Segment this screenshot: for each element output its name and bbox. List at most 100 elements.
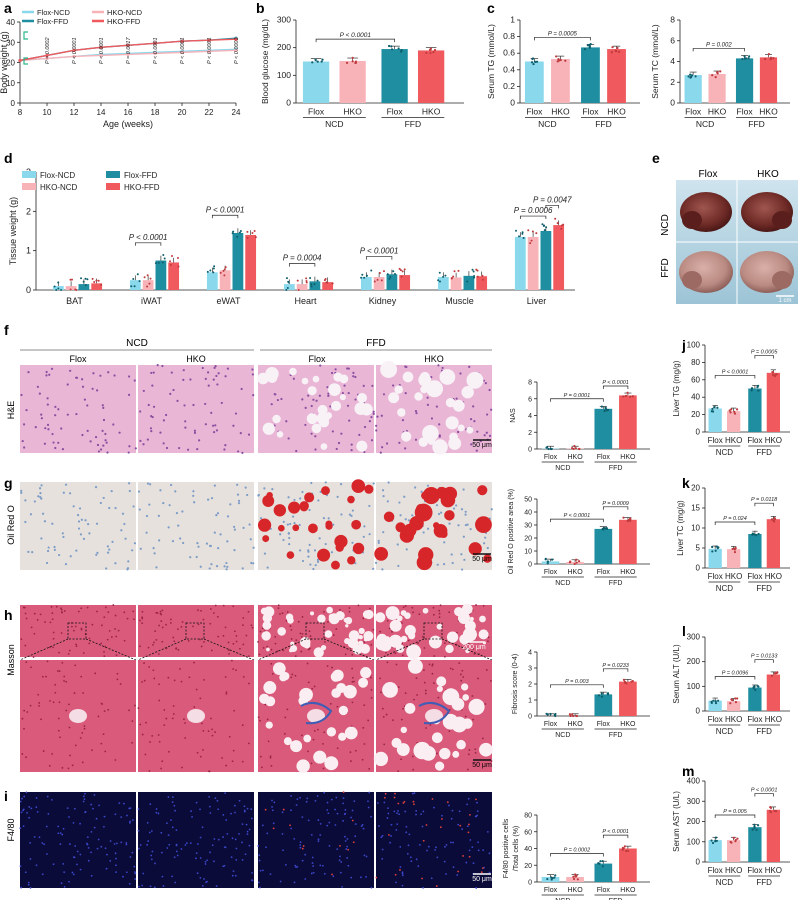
nucleus — [261, 824, 264, 827]
nucleus — [399, 869, 401, 871]
nucleus — [410, 860, 413, 863]
nucleus — [165, 446, 169, 450]
nucleus — [370, 439, 374, 442]
lipid-droplet — [375, 612, 386, 623]
data-point — [530, 61, 534, 64]
data-point — [325, 281, 328, 284]
nucleus — [61, 661, 64, 664]
nucleus — [52, 637, 55, 640]
nucleus — [284, 863, 287, 866]
nucleus — [379, 677, 382, 680]
bar — [309, 281, 321, 290]
data-point — [403, 268, 406, 271]
nucleus — [151, 850, 154, 853]
nucleus — [461, 669, 464, 672]
nucleus — [113, 843, 116, 845]
lipid-droplet — [461, 386, 474, 399]
nucleus — [448, 522, 451, 525]
nucleus — [149, 741, 151, 743]
nucleus — [227, 641, 230, 644]
bar — [759, 57, 778, 103]
nucleus — [205, 542, 209, 545]
nucleus — [486, 413, 489, 416]
nucleus — [368, 420, 372, 423]
nucleus — [386, 500, 389, 503]
nucleus — [350, 448, 353, 452]
nucleus — [168, 504, 171, 507]
comparison-bracket — [545, 205, 560, 209]
data-point — [573, 562, 576, 566]
nucleus — [300, 650, 303, 653]
p-value-label: P = 0.0017 — [126, 37, 132, 64]
nucleus — [110, 636, 113, 638]
nucleus — [82, 692, 85, 694]
data-point — [91, 277, 94, 280]
nucleus — [338, 859, 341, 862]
nucleus — [25, 661, 28, 663]
group-label-ffd: FFD — [595, 119, 612, 129]
nucleus — [66, 807, 69, 810]
lipid-droplet — [357, 392, 368, 403]
lipid-droplet — [308, 523, 318, 534]
lipid-droplet — [331, 560, 340, 570]
nucleus — [116, 678, 119, 681]
nucleus — [290, 795, 292, 797]
nucleus — [28, 816, 31, 819]
nucleus — [80, 607, 83, 610]
y-axis-label: Body weight (g) — [0, 31, 9, 94]
data-point — [611, 46, 614, 49]
nucleus — [265, 846, 267, 849]
nucleus — [177, 628, 179, 631]
data-point — [743, 57, 747, 60]
nucleus — [33, 612, 36, 615]
nucleus — [29, 858, 32, 860]
lipid-droplet — [439, 369, 456, 385]
nucleus — [26, 711, 29, 713]
nucleus — [176, 399, 179, 402]
nucleus — [161, 760, 164, 763]
nucleus — [175, 829, 178, 832]
nucleus — [49, 621, 52, 624]
nucleus — [404, 605, 407, 607]
nucleus — [96, 610, 98, 613]
data-point — [601, 865, 604, 868]
comparison-bracket — [550, 518, 604, 523]
nucleus — [346, 845, 349, 848]
data-point — [518, 235, 521, 238]
nucleus — [346, 404, 350, 407]
bar — [619, 681, 637, 716]
data-point — [716, 71, 719, 74]
nucleus — [270, 403, 273, 406]
nucleus — [209, 851, 211, 854]
nucleus — [171, 826, 174, 829]
y-tick-label: 0 — [11, 99, 16, 108]
x-tick-label: Flox — [747, 572, 762, 581]
bar — [514, 236, 526, 290]
x-tick-label: HKO — [620, 454, 636, 461]
nucleus — [65, 709, 68, 712]
lipid-droplet — [289, 367, 297, 376]
nucleus — [21, 439, 24, 443]
nucleus — [67, 652, 70, 655]
nucleus — [168, 843, 171, 846]
nucleus — [429, 724, 432, 726]
nucleus — [208, 796, 211, 798]
nucleus — [217, 546, 220, 550]
histology-image-masson-2 — [257, 604, 375, 661]
bar — [726, 840, 741, 862]
nucleus — [401, 872, 404, 875]
nucleus — [486, 546, 489, 550]
nucleus — [228, 735, 231, 738]
nucleus — [182, 541, 185, 545]
lipid-droplet — [380, 361, 398, 378]
nucleus — [59, 843, 62, 846]
nucleus — [435, 504, 439, 507]
nucleus — [369, 607, 371, 610]
nucleus — [50, 367, 54, 370]
nucleus — [281, 612, 284, 615]
data-point — [176, 256, 179, 259]
lipid-droplet — [452, 750, 460, 758]
nucleus — [323, 610, 325, 613]
